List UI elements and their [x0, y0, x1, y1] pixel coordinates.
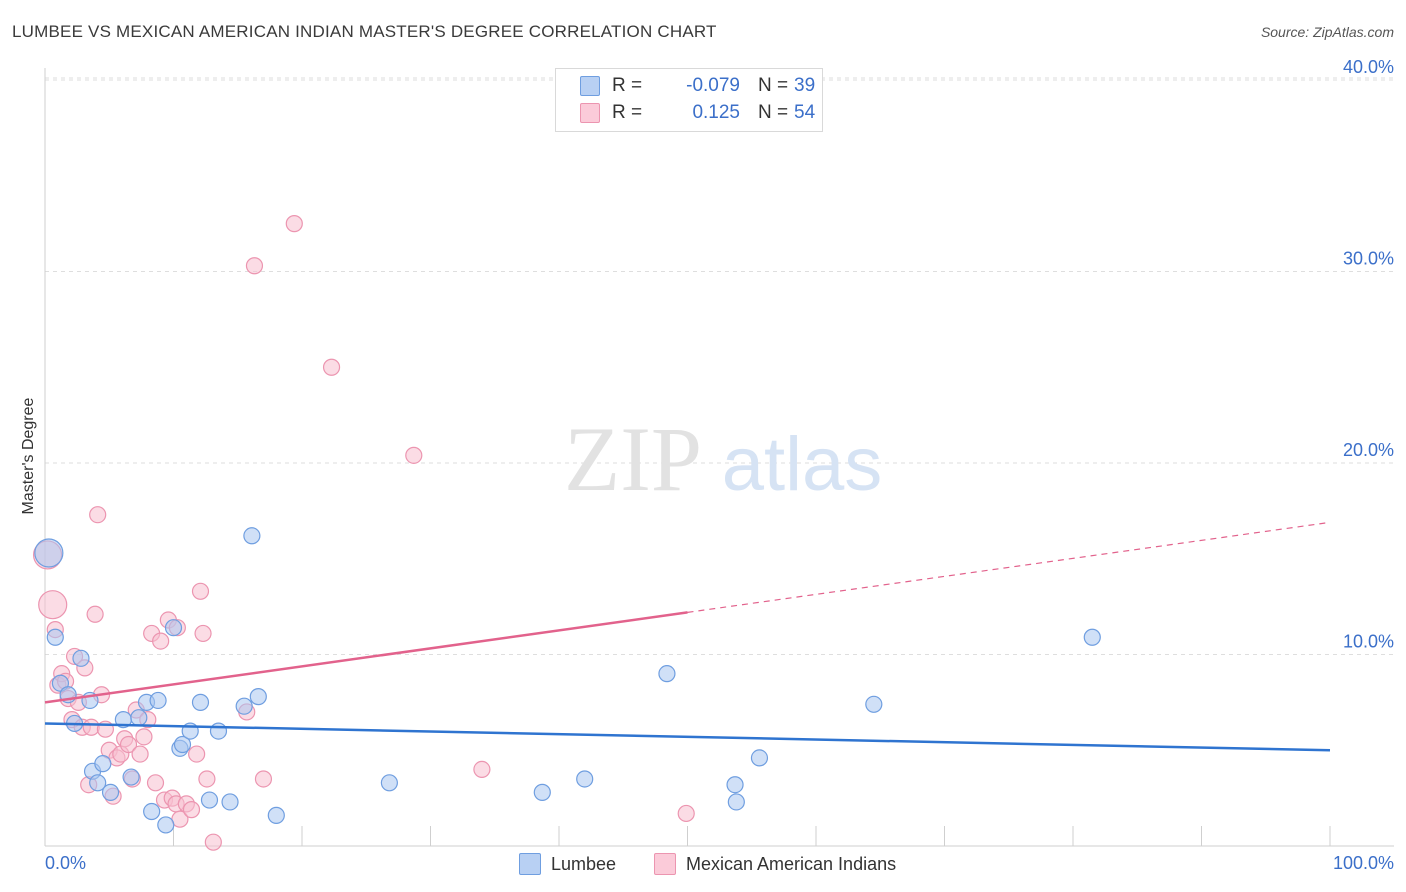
x-tick-label-end: 100.0% [1333, 853, 1394, 873]
legend-n-label: N = [758, 75, 789, 96]
grid-layer [45, 77, 1394, 655]
lumbee-point [267, 806, 285, 824]
legend-r-label: R = [612, 75, 643, 96]
axes-layer [44, 68, 1394, 847]
watermark-atlas: atlas [722, 422, 883, 507]
legend-r-value-mexican: 0.125 [692, 102, 740, 123]
lumbee-point [101, 783, 120, 801]
legend-n-label: N = [758, 102, 789, 123]
mexican-point [182, 801, 201, 819]
mexican-point [119, 735, 138, 754]
mexican-point [405, 446, 423, 464]
mexican-point [188, 745, 206, 763]
mexican-point [146, 774, 165, 792]
y-tick-label: 20.0% [1343, 440, 1394, 460]
mexican-point [82, 718, 100, 736]
lumbee-point [72, 649, 90, 667]
legend-label-mexican: Mexican American Indians [686, 854, 897, 874]
legend-n-value-mexican: 54 [794, 102, 816, 123]
watermark-zip: ZIP [564, 408, 702, 510]
mexican-point [254, 770, 273, 788]
lumbee-point [533, 783, 551, 801]
lumbee-point [727, 793, 745, 811]
watermark: ZIP atlas [564, 408, 882, 510]
mexican-point [194, 624, 212, 643]
lumbee-point [576, 770, 594, 788]
mexican-point [677, 804, 695, 823]
lumbee-point [221, 793, 239, 811]
mexican-point [191, 582, 210, 600]
lumbee-point [122, 768, 140, 786]
y-tick-label: 40.0% [1343, 57, 1394, 77]
y-tick-label: 10.0% [1343, 632, 1394, 652]
mexican-point [198, 770, 216, 788]
mexican-point [322, 358, 341, 376]
trend-line-mexican [44, 611, 688, 704]
lumbee-point [46, 628, 64, 646]
lumbee-point [249, 688, 267, 706]
lumbee-point [191, 693, 210, 711]
lumbee-point [750, 749, 769, 767]
x-tick-label-start: 0.0% [45, 853, 86, 873]
lumbee-point [130, 709, 148, 727]
legend-n-value-lumbee: 39 [794, 75, 816, 96]
mexican-point [135, 728, 153, 746]
mexican-point [152, 632, 170, 650]
stats-legend: R = -0.079 N = 39 R = 0.125 N = 54 [555, 68, 823, 132]
mexican-point [38, 590, 68, 620]
trend-line-mexican-projection [687, 521, 1331, 613]
lumbee-point [164, 619, 183, 637]
lumbee-point [243, 527, 261, 545]
lumbee-point [658, 665, 676, 683]
lumbee-point [34, 538, 64, 568]
mexican-point [473, 760, 491, 779]
lumbee-point [1083, 628, 1101, 646]
tick-label-layer: 10.0% 20.0% 30.0% 40.0% 0.0% 100.0% [45, 57, 1394, 873]
legend-swatch-mexican [654, 853, 676, 875]
mexican-point [204, 833, 222, 851]
y-axis-label: Master's Degree [20, 397, 37, 514]
lumbee-point [209, 722, 228, 740]
legend-swatch-lumbee [519, 853, 541, 875]
mexican-point [245, 257, 264, 275]
lumbee-point [89, 774, 107, 792]
lumbee-point [380, 774, 398, 792]
mexican-point [89, 506, 107, 524]
lumbee-point [143, 802, 161, 821]
lumbee-point [235, 697, 253, 715]
legend-swatch-mexican [580, 103, 600, 123]
y-tick-label: 30.0% [1343, 249, 1394, 269]
mexican-point [285, 215, 303, 233]
source-credit: Source: ZipAtlas.com [1260, 24, 1394, 40]
lumbee-point [173, 735, 192, 754]
points-layer [32, 215, 1101, 851]
lumbee-point [149, 691, 167, 710]
chart-title: LUMBEE VS MEXICAN AMERICAN INDIAN MASTER… [12, 22, 717, 41]
trend-layer [44, 521, 1331, 752]
legend-swatch-lumbee [580, 76, 600, 96]
lumbee-point [157, 816, 175, 834]
lumbee-point [865, 695, 883, 713]
mexican-point [131, 745, 149, 763]
lumbee-point [200, 791, 219, 809]
legend-r-value-lumbee: -0.079 [686, 75, 740, 96]
mexican-point [86, 605, 104, 623]
legend-label-lumbee: Lumbee [551, 854, 617, 874]
lumbee-point [94, 755, 112, 773]
trend-line-lumbee [44, 722, 1331, 752]
lumbee-point [726, 776, 744, 794]
legend-r-label: R = [612, 102, 643, 123]
